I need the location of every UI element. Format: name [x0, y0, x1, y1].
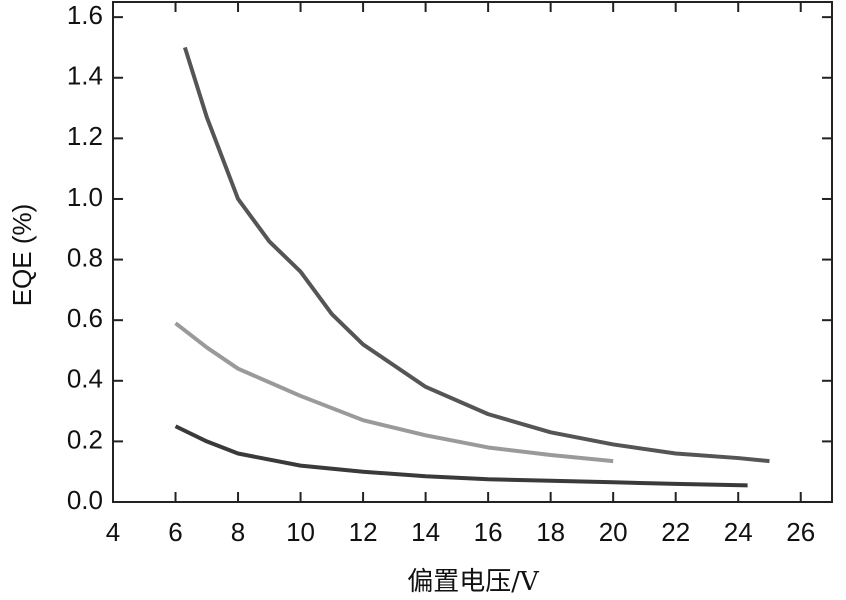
x-tick-label: 8 [231, 517, 245, 547]
x-tick-label: 24 [724, 517, 753, 547]
x-axis-label: 偏置电压/V [407, 567, 540, 597]
data-line [174, 424, 748, 488]
x-tick-label: 4 [106, 517, 120, 547]
y-tick-label: 1.6 [67, 0, 103, 30]
y-tick-label: 1.4 [67, 61, 103, 91]
x-tick-label: 26 [786, 517, 815, 547]
y-tick-label: 0.0 [67, 485, 103, 515]
x-tick-label: 12 [349, 517, 378, 547]
x-tick-label: 6 [168, 517, 182, 547]
x-tick-label: 18 [536, 517, 565, 547]
y-tick-label: 0.6 [67, 303, 103, 333]
plot-frame [112, 1, 833, 503]
data-line [182, 46, 770, 464]
x-tick-label: 20 [599, 517, 628, 547]
x-tick-label: 14 [411, 517, 440, 547]
y-tick-label: 0.2 [67, 424, 103, 454]
x-tick-label: 16 [474, 517, 503, 547]
x-tick-label: 10 [286, 517, 315, 547]
data-line [174, 321, 614, 464]
x-tick-label: 22 [661, 517, 690, 547]
y-tick-label: 0.4 [67, 364, 103, 394]
y-tick-label: 0.8 [67, 242, 103, 272]
y-tick-label: 1.0 [67, 182, 103, 212]
y-tick-label: 1.2 [67, 121, 103, 151]
y-axis-label: EQE (%) [7, 204, 37, 307]
